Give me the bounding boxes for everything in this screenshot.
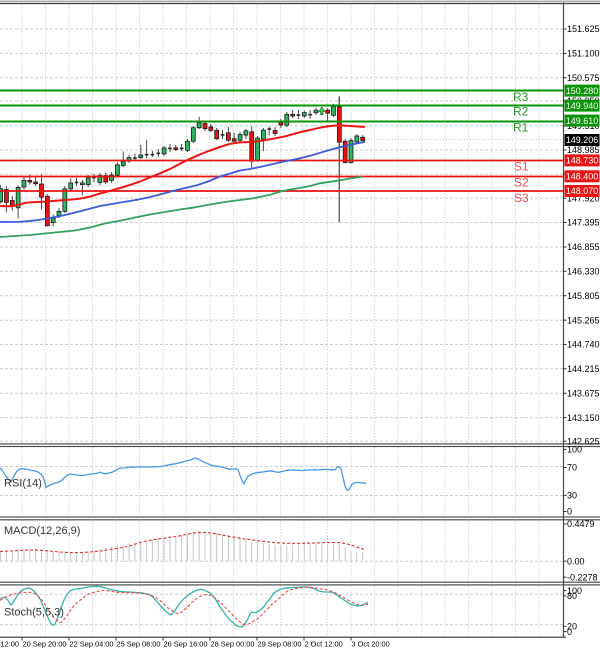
svg-text:0.00: 0.00 — [567, 556, 585, 566]
svg-text:26 Sep 16:00: 26 Sep 16:00 — [164, 640, 208, 649]
svg-text:150.575: 150.575 — [567, 73, 600, 83]
svg-text:149.206: 149.206 — [566, 135, 599, 145]
svg-text:22 Sep 04:00: 22 Sep 04:00 — [70, 640, 114, 649]
svg-text:25 Sep 08:00: 25 Sep 08:00 — [117, 640, 161, 649]
svg-text:144.215: 144.215 — [567, 364, 600, 374]
svg-text:S3: S3 — [514, 191, 529, 205]
svg-text:MACD(12,26,9): MACD(12,26,9) — [4, 525, 80, 537]
svg-text:R3: R3 — [513, 90, 529, 104]
svg-text:0: 0 — [567, 627, 572, 637]
svg-text:145.265: 145.265 — [567, 315, 600, 325]
svg-text:RSI(14): RSI(14) — [4, 478, 42, 490]
svg-text:148.070: 148.070 — [566, 186, 599, 196]
svg-text:R2: R2 — [513, 105, 529, 119]
svg-text:12:00: 12:00 — [1, 640, 20, 649]
svg-text:151.100: 151.100 — [567, 49, 600, 59]
svg-text:145.805: 145.805 — [567, 291, 600, 301]
svg-text:148.985: 148.985 — [567, 145, 600, 155]
svg-text:100: 100 — [567, 586, 582, 596]
svg-text:R1: R1 — [513, 121, 529, 135]
svg-text:-0.2278: -0.2278 — [567, 572, 598, 582]
svg-text:Stoch(5,5,3): Stoch(5,5,3) — [4, 607, 64, 619]
svg-text:147.395: 147.395 — [567, 218, 600, 228]
svg-text:0: 0 — [567, 507, 572, 517]
svg-text:146.330: 146.330 — [567, 267, 600, 277]
svg-text:30: 30 — [567, 491, 577, 501]
svg-text:20: 20 — [567, 622, 577, 632]
svg-text:80: 80 — [567, 591, 577, 601]
svg-text:144.740: 144.740 — [567, 340, 600, 350]
svg-text:S2: S2 — [514, 176, 529, 190]
svg-text:151.625: 151.625 — [567, 24, 600, 34]
svg-text:143.675: 143.675 — [567, 389, 600, 399]
svg-text:143.150: 143.150 — [567, 413, 600, 423]
svg-text:148.730: 148.730 — [566, 156, 599, 166]
svg-text:2 Oct 12:00: 2 Oct 12:00 — [305, 640, 343, 649]
svg-text:3 Oct 20:00: 3 Oct 20:00 — [352, 640, 390, 649]
svg-text:146.855: 146.855 — [567, 242, 600, 252]
svg-text:100: 100 — [567, 445, 582, 455]
svg-text:S1: S1 — [514, 160, 529, 174]
svg-text:28 Sep 00:00: 28 Sep 00:00 — [211, 640, 255, 649]
svg-text:142.625: 142.625 — [567, 436, 600, 446]
svg-text:70: 70 — [567, 463, 577, 473]
svg-text:147.920: 147.920 — [567, 194, 600, 204]
svg-text:0.4479: 0.4479 — [567, 519, 595, 529]
svg-text:149.610: 149.610 — [566, 116, 599, 126]
svg-text:148.400: 148.400 — [566, 172, 599, 182]
svg-text:20 Sep 20:00: 20 Sep 20:00 — [23, 640, 67, 649]
svg-text:29 Sep 08:00: 29 Sep 08:00 — [258, 640, 302, 649]
svg-text:149.940: 149.940 — [566, 101, 599, 111]
svg-text:150.280: 150.280 — [566, 86, 599, 96]
